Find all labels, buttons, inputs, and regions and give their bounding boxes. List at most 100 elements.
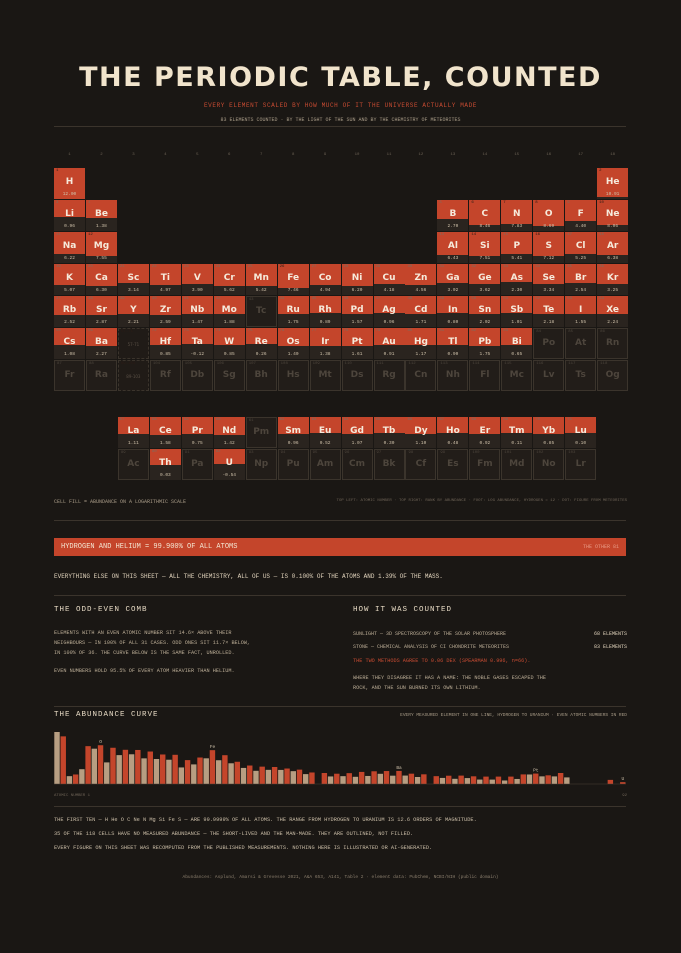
element-cell: 13 Al 6.43 <box>437 232 469 263</box>
atomic-number: 48 <box>407 297 413 301</box>
atomic-number: 43 <box>248 298 254 302</box>
element-cell: 30 Zn 4.56 <box>405 264 437 295</box>
atomic-number: 29 <box>375 265 381 269</box>
group-number: 14 <box>482 153 488 157</box>
element-cell: 76 Os 1.40 <box>277 328 309 359</box>
abundance-fill <box>309 417 341 434</box>
atomic-number: 42 <box>215 297 221 301</box>
atomic-number: 41 <box>183 297 189 301</box>
abundance-fill <box>181 296 213 314</box>
abundance-fill <box>501 200 533 225</box>
element-symbol: He <box>605 177 620 187</box>
log-abundance: 2.27 <box>96 352 107 357</box>
odd-even-text: ELEMENTS WITH AN EVEN ATOMIC NUMBER SIT … <box>54 628 344 676</box>
curve-bar <box>421 774 427 784</box>
element-cell: 79 Au 0.91 <box>373 328 405 359</box>
atomic-number: 84 <box>536 330 542 334</box>
curve-bar <box>153 759 160 784</box>
curve-bar <box>371 771 377 784</box>
atomic-number: 35 <box>567 265 572 269</box>
element-cell: 86 Rn <box>597 328 629 359</box>
element-symbol: La <box>127 426 140 436</box>
log-abundance: 10.91 <box>605 192 620 197</box>
log-abundance: 1.47 <box>191 320 203 325</box>
atomic-number: 80 <box>407 329 413 333</box>
element-symbol: V <box>193 273 201 283</box>
element-cell: 90 Th 0.03 <box>149 449 181 480</box>
source-credit: Abundances: Asplund, Amarsi & Grevesse 2… <box>182 875 499 880</box>
abundance-fill <box>149 264 181 286</box>
log-abundance: 1.71 <box>415 320 427 325</box>
element-cell: 7 N 7.83 <box>501 200 533 231</box>
element-cell: 114 Fl <box>469 360 501 391</box>
element-cell: 115 Mc <box>501 360 533 391</box>
curve-bar <box>396 770 402 784</box>
atomic-number: 116 <box>536 362 544 366</box>
log-abundance: 3.25 <box>607 288 619 293</box>
atomic-number: 72 <box>151 329 157 333</box>
element-cell: 47 Ag 0.96 <box>373 296 405 327</box>
atomic-number: 46 <box>343 297 349 301</box>
atomic-number: 62 <box>279 418 285 422</box>
element-symbol: F <box>577 209 584 219</box>
curve-bar <box>495 776 502 784</box>
atomic-number: 12 <box>87 233 93 237</box>
abundance-fill <box>181 264 213 285</box>
atomic-number: 60 <box>215 418 221 422</box>
element-symbol: Ni <box>351 273 363 283</box>
log-abundance: 2.30 <box>511 288 523 293</box>
atomic-number: 17 <box>567 233 572 237</box>
odd-even-line: IN 100% OF 36. THE CURVE BELOW IS THE SA… <box>54 650 235 656</box>
element-cell: 41 Nb 1.47 <box>181 296 213 327</box>
element-symbol: Cd <box>414 305 428 315</box>
abundance-fill <box>405 328 437 346</box>
curve-title: THE ABUNDANCE CURVE <box>54 711 159 719</box>
element-cell: 58 Ce 1.58 <box>149 417 181 448</box>
abundance-fill <box>437 296 469 314</box>
element-cell: 35 Br 2.54 <box>565 264 597 295</box>
group-number: 6 <box>228 153 231 157</box>
element-symbol: Se <box>542 273 556 283</box>
element-symbol: Rh <box>318 305 332 315</box>
abundance-fill <box>149 328 181 346</box>
element-cell: 37 Rb 2.52 <box>54 296 85 327</box>
curve-bar <box>390 775 396 784</box>
curve-bar <box>508 776 514 784</box>
atomic-number: 64 <box>343 418 349 422</box>
page-subtitle: EVERY ELEMENT SCALED BY HOW MUCH OF IT T… <box>203 102 478 109</box>
page-title: THE PERIODIC TABLE, COUNTED <box>79 62 602 93</box>
atomic-number: 82 <box>471 329 477 333</box>
footer-divider <box>54 806 626 807</box>
curve-bar <box>253 770 259 784</box>
curve-bar <box>296 769 303 784</box>
element-cell: 4 Be 1.38 <box>85 200 117 231</box>
log-abundance: 7.55 <box>96 256 107 261</box>
element-cell: 43 Tc <box>245 296 277 327</box>
element-symbol: Tc <box>256 306 267 316</box>
atomic-number: 22 <box>151 265 157 269</box>
element-cell: 87 Fr <box>54 360 85 391</box>
log-abundance: 1.58 <box>159 441 171 446</box>
log-abundance: 0.10 <box>575 441 587 446</box>
curve-bar <box>191 764 197 784</box>
element-cell: 22 Ti 4.97 <box>149 264 181 295</box>
element-cell: 5 B 2.70 <box>437 200 469 231</box>
abundance-fill <box>469 264 501 284</box>
log-abundance: 1.88 <box>223 320 235 325</box>
abundance-fill <box>54 200 85 218</box>
element-symbol: Rb <box>62 305 77 315</box>
atomic-number: 88 <box>88 362 94 366</box>
atomic-number: 66 <box>407 418 413 422</box>
legend-divider <box>54 520 626 521</box>
log-abundance: 0.96 <box>383 320 395 325</box>
log-abundance: 7.46 <box>287 288 299 293</box>
abundance-fill <box>213 449 245 464</box>
element-cell: 46 Pd 1.57 <box>341 296 373 327</box>
curve-bar <box>402 775 408 784</box>
element-symbol: Na <box>62 241 77 251</box>
element-symbol: Ts <box>575 370 586 380</box>
atomic-number: 77 <box>311 329 317 333</box>
element-cell: 19 K 5.07 <box>54 264 85 295</box>
element-symbol: Al <box>447 241 458 251</box>
element-cell: 93 Np <box>245 449 277 480</box>
